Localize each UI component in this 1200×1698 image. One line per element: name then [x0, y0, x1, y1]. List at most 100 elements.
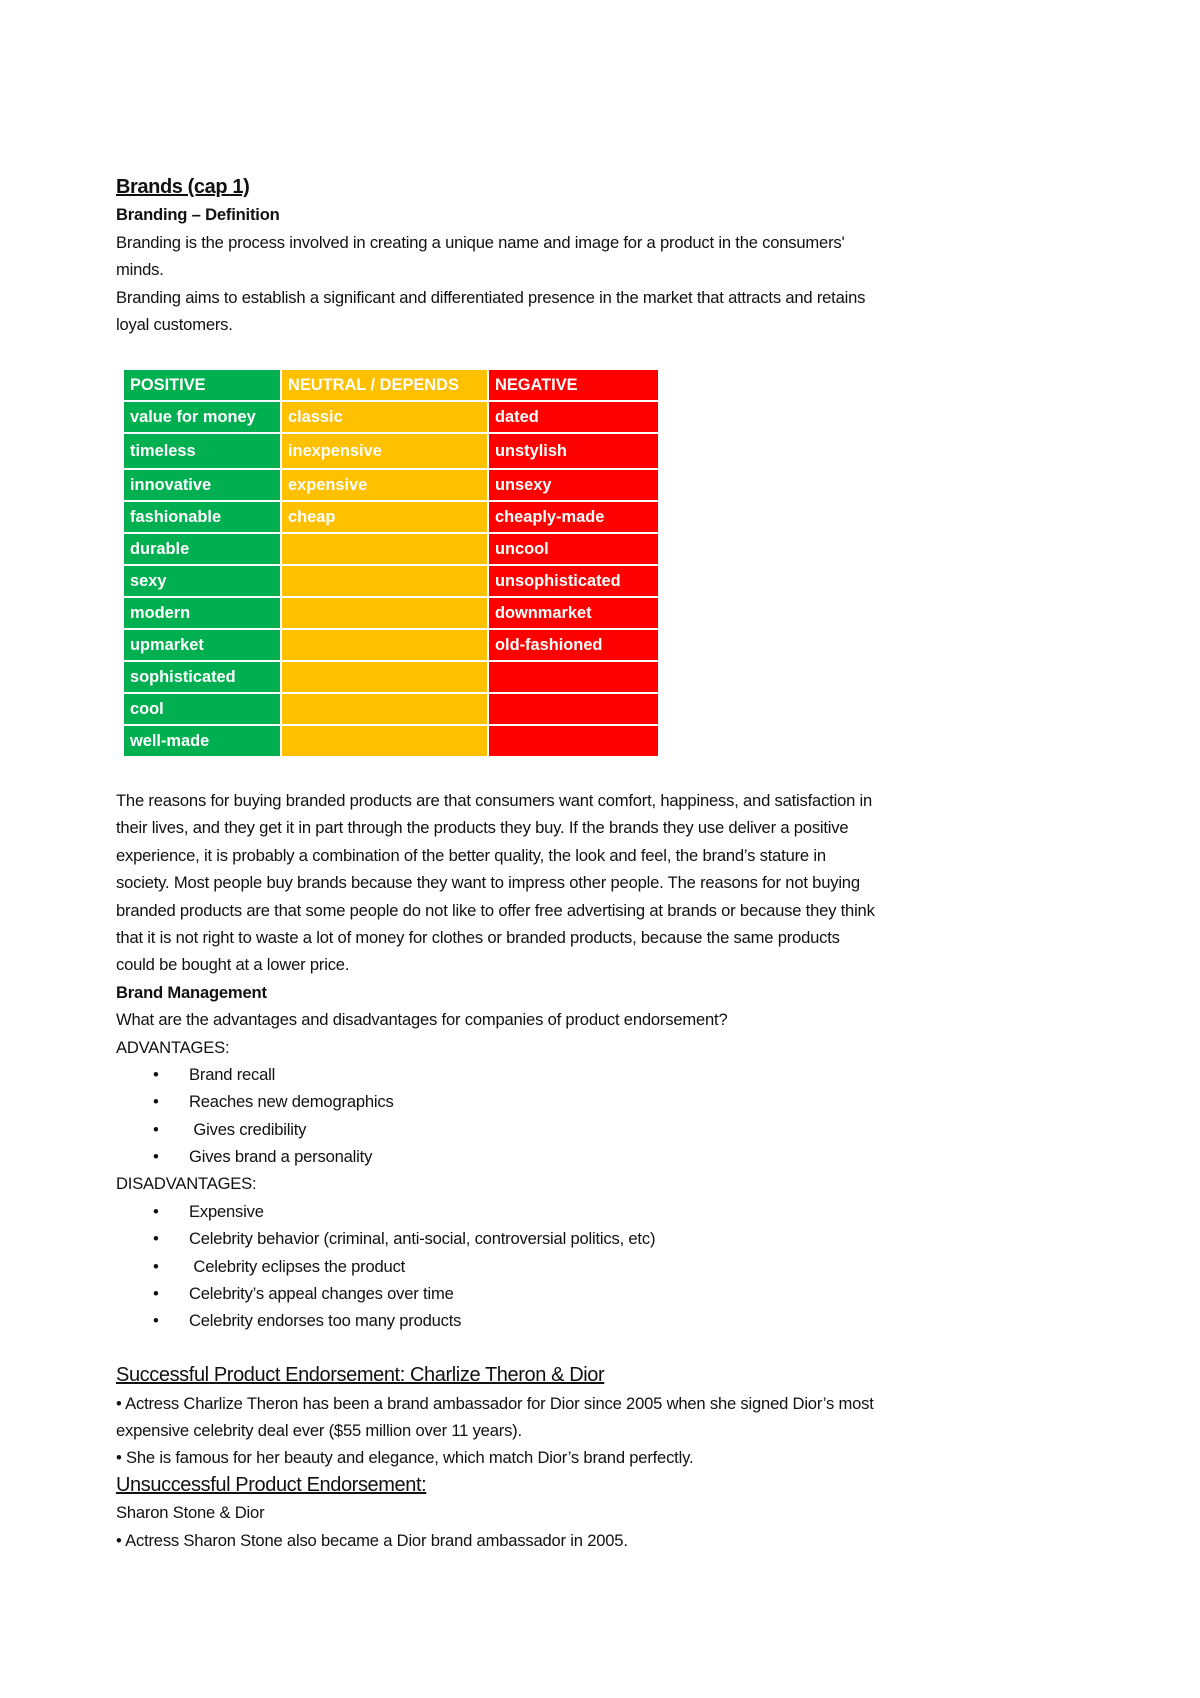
paragraph-line: their lives, and they get it in part thr…	[116, 818, 849, 838]
paragraph-line: society. Most people buy brands because …	[116, 873, 860, 893]
table-row: modern downmarket	[122, 596, 660, 630]
negative-cell: uncool	[487, 532, 660, 566]
list-item: • Brand recall	[116, 1061, 1096, 1088]
negative-cell: unstylish	[487, 432, 660, 470]
bullet-text: Celebrity’s appeal changes over time	[189, 1284, 454, 1304]
bullet-text: Brand recall	[189, 1064, 276, 1084]
section-heading: Brand Management	[116, 982, 267, 1002]
paragraph-line: experience, it is probably a combination…	[116, 845, 826, 865]
negative-cell: cheaply-made	[487, 500, 660, 534]
list-item: • Celebrity behavior (criminal, anti-soci…	[116, 1225, 1096, 1252]
negative-cell: old-fashioned	[487, 628, 660, 662]
bullet-text: Gives brand a personality	[189, 1147, 373, 1167]
list-item: • Celebrity’s appeal changes over time	[116, 1280, 1096, 1307]
neutral-cell: expensive	[280, 468, 489, 502]
bullet-text: Celebrity behavior (criminal, anti-socia…	[189, 1229, 656, 1249]
neutral-cell	[280, 660, 489, 694]
table-row: value for money classic dated	[122, 400, 660, 434]
positive-cell: timeless	[122, 432, 282, 470]
list-item: • Gives brand a personality	[116, 1143, 1096, 1170]
table-row: cool	[122, 692, 660, 726]
table-row: upmarket old-fashioned	[122, 628, 660, 662]
neutral-cell	[280, 692, 489, 726]
table-row: timeless inexpensive unstylish	[122, 432, 660, 470]
spacer	[116, 1335, 1096, 1362]
positive-cell: sophisticated	[122, 660, 282, 694]
positive-cell: durable	[122, 532, 282, 566]
definition-line: Branding aims to establish a significant…	[116, 287, 866, 307]
positive-cell: POSITIVE	[122, 368, 282, 402]
definition-line: loyal customers.	[116, 314, 233, 334]
neutral-cell: inexpensive	[280, 432, 489, 470]
bullet-text: Gives credibility	[189, 1119, 307, 1139]
list-label: DISADVANTAGES:	[116, 1174, 257, 1194]
bullet-icon: •	[153, 1201, 159, 1221]
table-row: fashionable cheap cheaply-made	[122, 500, 660, 534]
negative-cell	[487, 724, 660, 758]
table-row: innovative expensive unsexy	[122, 468, 660, 502]
paragraph-line: that it is not right to waste a lot of m…	[116, 927, 840, 947]
definition-heading: Branding – Definition	[116, 205, 280, 225]
positive-cell: fashionable	[122, 500, 282, 534]
list-item: • Expensive	[116, 1198, 1096, 1225]
list-label: ADVANTAGES:	[116, 1037, 230, 1057]
neutral-cell: NEUTRAL / DEPENDS	[280, 368, 489, 402]
table-row: durable uncool	[122, 532, 660, 566]
definition-line: minds.	[116, 260, 164, 280]
paragraph-line: • She is famous for her beauty and elega…	[116, 1448, 694, 1468]
paragraph-line: could be bought at a lower price.	[116, 955, 350, 975]
bullet-icon: •	[153, 1229, 159, 1249]
negative-cell: dated	[487, 400, 660, 434]
neutral-cell	[280, 628, 489, 662]
neutral-cell: classic	[280, 400, 489, 434]
body-section: The reasons for buying branded products …	[116, 787, 1096, 1554]
table-row: sophisticated	[122, 660, 660, 694]
list-item: • Gives credibility	[116, 1116, 1096, 1143]
intro-section: Brands (cap 1) Branding – Definition Bra…	[116, 174, 1096, 338]
bullet-icon: •	[153, 1147, 159, 1167]
negative-cell: NEGATIVE	[487, 368, 660, 402]
positive-cell: cool	[122, 692, 282, 726]
positive-cell: modern	[122, 596, 282, 630]
positive-cell: value for money	[122, 400, 282, 434]
neutral-cell	[280, 532, 489, 566]
bullet-text: Reaches new demographics	[189, 1092, 394, 1112]
table-row: well-made	[122, 724, 660, 758]
negative-cell: unsophisticated	[487, 564, 660, 598]
paragraph-line: • Actress Charlize Theron has been a bra…	[116, 1393, 874, 1413]
paragraph-line: branded products are that some people do…	[116, 900, 875, 920]
neutral-cell	[280, 564, 489, 598]
table-header-row: POSITIVE NEUTRAL / DEPENDS NEGATIVE	[122, 368, 660, 402]
neutral-cell: cheap	[280, 500, 489, 534]
neutral-cell	[280, 596, 489, 630]
page-title: Brands (cap 1)	[116, 176, 250, 198]
paragraph-line: • Actress Sharon Stone also became a Dio…	[116, 1530, 628, 1550]
negative-cell: downmarket	[487, 596, 660, 630]
list-item: • Celebrity endorses too many products	[116, 1307, 1096, 1334]
bullet-icon: •	[153, 1064, 159, 1084]
bullet-icon: •	[153, 1092, 159, 1112]
bullet-text: Celebrity endorses too many products	[189, 1311, 462, 1331]
positive-cell: well-made	[122, 724, 282, 758]
bullet-icon: •	[153, 1256, 159, 1276]
negative-cell	[487, 692, 660, 726]
list-item: • Reaches new demographics	[116, 1088, 1096, 1115]
list-item: • Celebrity eclipses the product	[116, 1253, 1096, 1280]
bullet-icon: •	[153, 1284, 159, 1304]
bullet-text: Expensive	[189, 1201, 264, 1221]
negative-cell	[487, 660, 660, 694]
section-heading: Successful Product Endorsement: Charlize…	[116, 1364, 605, 1387]
bullet-text: Celebrity eclipses the product	[189, 1256, 406, 1276]
table-row: sexy unsophisticated	[122, 564, 660, 598]
paragraph-line: The reasons for buying branded products …	[116, 791, 873, 810]
definition-line: Branding is the process involved in crea…	[116, 232, 845, 252]
bullet-icon: •	[153, 1119, 159, 1139]
section-heading: Unsuccessful Product Endorsement:	[116, 1473, 427, 1496]
question-text: What are the advantages and disadvantage…	[116, 1010, 728, 1030]
neutral-cell	[280, 724, 489, 758]
subheading: Sharon Stone & Dior	[116, 1503, 265, 1523]
negative-cell: unsexy	[487, 468, 660, 502]
positive-cell: upmarket	[122, 628, 282, 662]
positive-cell: innovative	[122, 468, 282, 502]
positive-cell: sexy	[122, 564, 282, 598]
